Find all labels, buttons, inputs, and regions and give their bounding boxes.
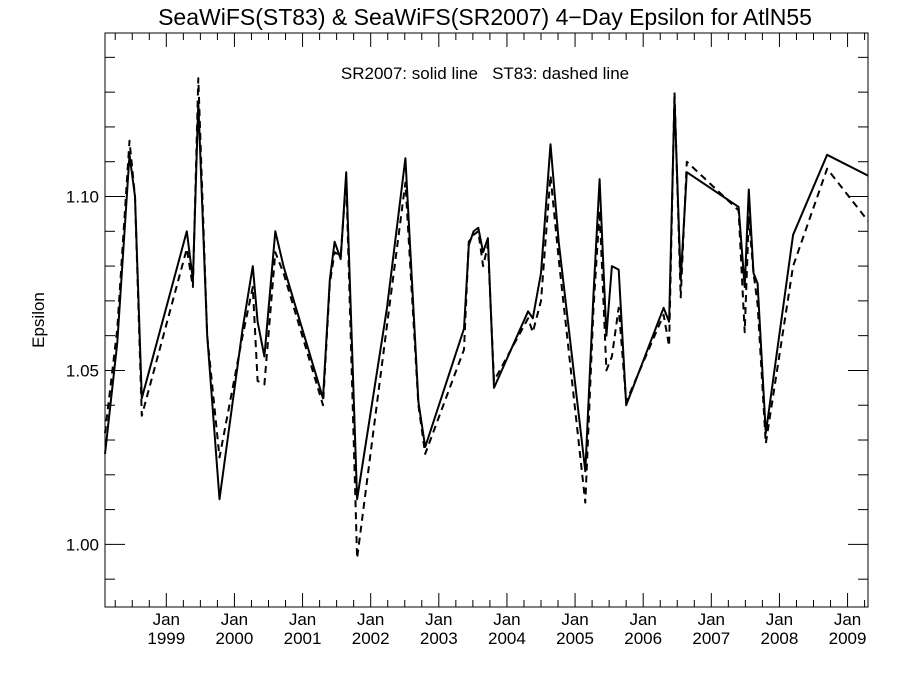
x-tick-month-label: Jan xyxy=(289,610,316,629)
x-tick-year-label: 2009 xyxy=(829,629,867,648)
x-tick-month-label: Jan xyxy=(629,610,656,629)
x-tick-month-label: Jan xyxy=(561,610,588,629)
x-tick-year-label: 2006 xyxy=(624,629,662,648)
axes: 1.001.051.10Jan1999Jan2000Jan2001Jan2002… xyxy=(66,33,868,648)
y-tick-label: 1.00 xyxy=(66,535,99,554)
x-tick-month-label: Jan xyxy=(766,610,793,629)
line-style-annotation: SR2007: solid line ST83: dashed line xyxy=(341,64,629,83)
x-tick-month-label: Jan xyxy=(221,610,248,629)
x-tick-month-label: Jan xyxy=(493,610,520,629)
y-tick-label: 1.05 xyxy=(66,361,99,380)
y-axis-label: Epsilon xyxy=(29,292,48,348)
x-tick-year-label: 2007 xyxy=(692,629,730,648)
x-tick-year-label: 1999 xyxy=(147,629,185,648)
x-tick-month-label: Jan xyxy=(153,610,180,629)
plot-frame xyxy=(104,32,869,608)
x-tick-month-label: Jan xyxy=(357,610,384,629)
x-tick-year-label: 2003 xyxy=(420,629,458,648)
x-tick-month-label: Jan xyxy=(425,610,452,629)
x-tick-year-label: 2005 xyxy=(556,629,594,648)
y-tick-label: 1.10 xyxy=(66,188,99,207)
x-tick-year-label: 2002 xyxy=(352,629,390,648)
x-tick-month-label: Jan xyxy=(834,610,861,629)
series-sr2007-line xyxy=(104,98,869,501)
series-layer xyxy=(104,77,869,560)
x-tick-month-label: Jan xyxy=(698,610,725,629)
x-tick-year-label: 2000 xyxy=(216,629,254,648)
x-tick-year-label: 2001 xyxy=(284,629,322,648)
x-tick-year-label: 2008 xyxy=(761,629,799,648)
x-tick-year-label: 2004 xyxy=(488,629,526,648)
chart-title: SeaWiFS(ST83) & SeaWiFS(SR2007) 4−Day Ep… xyxy=(158,4,812,30)
series-st83-line xyxy=(104,77,869,560)
